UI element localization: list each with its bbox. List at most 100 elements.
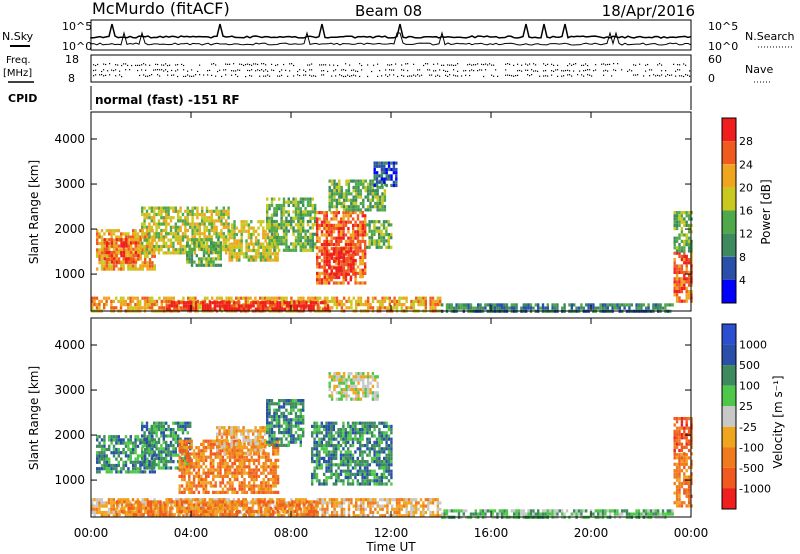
cell-0-8: [345, 198, 348, 202]
cell-1-4: [275, 424, 278, 428]
cell-1-0: [112, 447, 116, 452]
cell-1-2: [178, 446, 181, 450]
cell-0-11: [110, 306, 113, 310]
cell-0-5: [285, 242, 288, 246]
cell-0-1: [117, 244, 121, 248]
cell-0-7: [352, 259, 355, 264]
cell-0-2: [181, 222, 185, 226]
cell-1-2: [180, 465, 184, 469]
freq-dot: [469, 63, 471, 65]
cell-1-5: [311, 456, 314, 460]
cell-0-5: [273, 229, 276, 233]
cell-0-4: [228, 236, 231, 240]
cell-0-11: [319, 296, 322, 300]
cell-0-11: [410, 306, 413, 310]
cell-1-1: [172, 421, 175, 425]
cell-0-11: [419, 296, 423, 300]
cell-1-2: [240, 468, 244, 472]
cell-0-2: [191, 219, 194, 223]
cell-1-2: [202, 452, 205, 456]
cell-1-2: [264, 474, 268, 478]
cell-0-11: [335, 299, 339, 303]
cell-0-4: [245, 248, 248, 253]
cell-0-4: [276, 258, 279, 262]
cell-0-3: [207, 254, 210, 258]
cell-0-9: [382, 226, 386, 230]
freq-dot: [637, 74, 639, 76]
cell-0-12: [269, 304, 272, 308]
freq-dot: [167, 70, 169, 73]
cell-0-4: [252, 226, 255, 230]
cell-1-2: [238, 484, 241, 488]
cell-1-2: [209, 449, 213, 453]
cell-1-2: [257, 474, 261, 478]
cell-1-2: [183, 442, 186, 446]
freq-dot: [173, 74, 175, 76]
cell-1-4: [273, 408, 276, 412]
cell-1-0: [148, 470, 152, 474]
cell-0-2: [162, 209, 165, 213]
cell-1-4: [294, 411, 298, 415]
cell-0-1: [129, 241, 133, 245]
cell-0-5: [287, 245, 290, 249]
cell-0-7: [349, 256, 353, 260]
cell-0-2: [162, 238, 165, 242]
cell-0-5: [297, 232, 300, 236]
cell-1-1: [160, 450, 163, 454]
cell-0-5: [266, 197, 269, 201]
cell-0-12: [245, 307, 248, 311]
cell-1-3: [252, 445, 255, 449]
cell-0-11: [271, 296, 274, 300]
cell-0-11: [400, 296, 403, 300]
cell-1-1: [141, 434, 144, 438]
cell-0-11: [148, 299, 151, 303]
cell-0-11: [347, 299, 351, 303]
cell-0-12: [312, 304, 315, 308]
cell-0-1: [132, 254, 135, 258]
cell-1-4: [280, 437, 283, 441]
cell-1-5: [325, 450, 328, 454]
cell-1-1: [148, 453, 151, 457]
cell-1-2: [204, 478, 208, 482]
cell-1-0: [146, 457, 149, 461]
cell-0-12: [218, 307, 222, 311]
cell-0-12: [238, 304, 241, 308]
cell-0-13: [498, 306, 501, 310]
cell-0-6: [356, 227, 360, 231]
cell-1-2: [236, 471, 239, 475]
cell-0-13: [561, 306, 564, 310]
cell-1-0: [139, 470, 142, 474]
cell-1-4: [299, 418, 302, 422]
cell-1-3: [261, 451, 264, 455]
freq-dot: [309, 64, 311, 66]
cell-0-8: [340, 192, 343, 196]
cell-0-2: [157, 251, 161, 255]
cell-1-5: [327, 431, 331, 435]
cell-1-2: [200, 449, 203, 453]
cell-0-4: [252, 248, 255, 253]
cell-1-1: [177, 466, 180, 470]
cell-0-11: [419, 299, 423, 303]
freq-dot: [225, 63, 227, 65]
cell-1-5: [315, 424, 319, 428]
cell-0-5: [266, 210, 269, 214]
cell-0-3: [195, 238, 198, 242]
cell-1-3: [264, 451, 267, 455]
cell-0-2: [222, 225, 225, 229]
cell-1-0: [124, 460, 128, 464]
cell-1-1: [177, 444, 180, 448]
cell-0-11: [247, 299, 250, 303]
cell-0-11: [235, 296, 238, 300]
cell-1-0: [122, 451, 125, 455]
freq-dot: [335, 75, 337, 77]
cell-0-2: [189, 212, 192, 217]
cell-1-3: [228, 432, 231, 436]
cell-0-10: [385, 167, 388, 172]
cell-1-2: [183, 468, 186, 472]
cell-0-2: [181, 251, 185, 255]
cell-0-6: [337, 223, 340, 227]
cell-0-6: [354, 275, 357, 279]
cell-0-14: [680, 280, 684, 284]
cell-1-4: [282, 421, 286, 425]
cell-1-3: [256, 429, 260, 433]
